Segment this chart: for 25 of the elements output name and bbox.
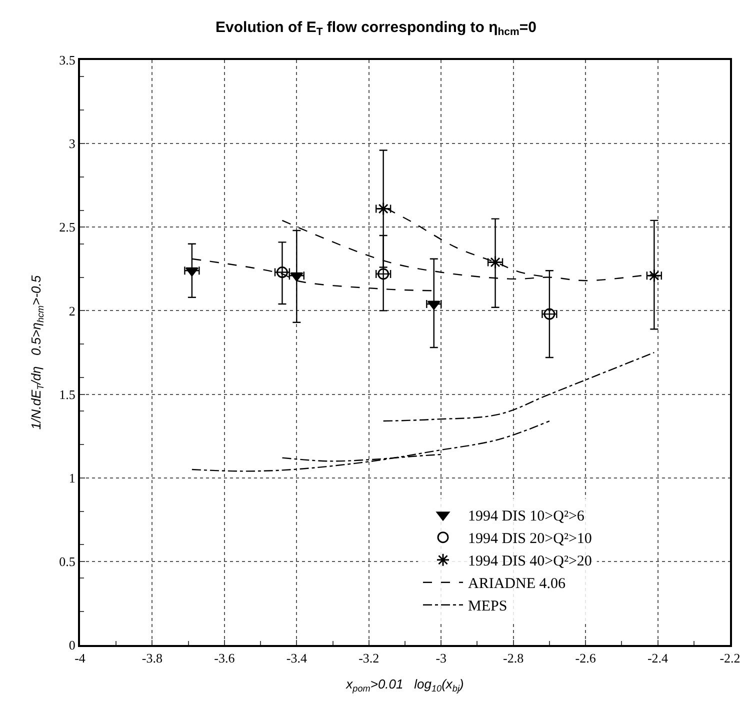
- x-tick-label: -3.4: [286, 650, 308, 666]
- x-tick-label: -3.6: [214, 650, 236, 666]
- y-tick-label: 0: [68, 638, 76, 653]
- y-tick-label: 2.5: [59, 220, 76, 235]
- y-tick-label: 1.5: [59, 386, 76, 402]
- x-tick-label: -3.8: [142, 650, 163, 666]
- legend-label: ARIADNE 4.06: [468, 576, 566, 592]
- y-tick-label: 0.5: [59, 554, 76, 569]
- y-tick-label: 1: [68, 470, 76, 486]
- x-axis-title: x$_{pom}$>0.01 log$_{10}$(x$_{bj}$): [345, 676, 464, 694]
- x-tick-label: -2.8: [503, 650, 524, 666]
- legend-label: 1994 DIS 20>Q²>10: [468, 531, 592, 548]
- x-tick-label: -3.2: [358, 650, 380, 666]
- legend-label: 1994 DIS 10>Q²>6: [468, 508, 585, 525]
- x-tick-label: -2.2: [720, 650, 740, 666]
- x-tick-label: -2.6: [575, 650, 596, 666]
- legend-label: 1994 DIS 40>Q²>20: [468, 554, 592, 570]
- x-tick-label: -3: [436, 650, 447, 666]
- x-tick-label: -2.4: [647, 650, 669, 666]
- y-tick-label: 3.5: [59, 52, 76, 68]
- x-tick-label: -4: [74, 650, 86, 666]
- legend-label: MEPS: [468, 598, 508, 615]
- chart-title: Evolution of E$_{T}$ flow corresponding to η$_{hcm}$=0: [216, 18, 536, 38]
- y-tick-label: 3: [68, 136, 76, 152]
- y-tick-label: 2: [68, 303, 76, 318]
